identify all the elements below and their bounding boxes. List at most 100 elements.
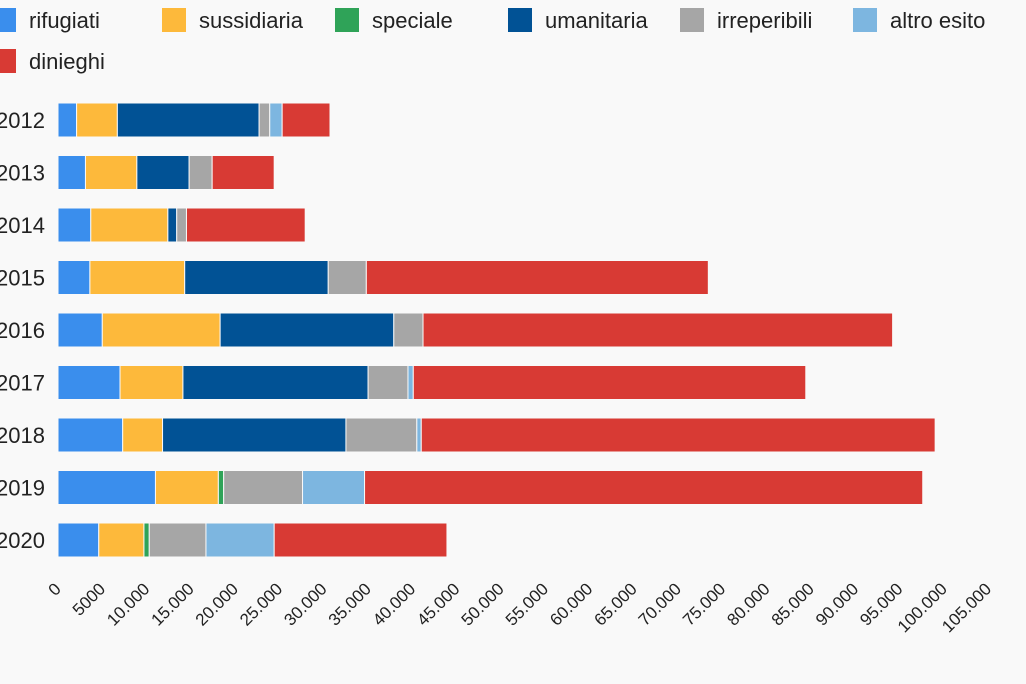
bar-segment[interactable]	[327, 260, 367, 295]
bar-segment[interactable]	[167, 207, 178, 243]
category-label: 2019	[0, 476, 45, 501]
bars	[57, 102, 936, 558]
bar-segment[interactable]	[148, 522, 207, 558]
bar-segment[interactable]	[116, 102, 260, 138]
bar-segment[interactable]	[57, 207, 92, 243]
bar-segment[interactable]	[185, 207, 306, 243]
legend-label: altro esito	[890, 8, 985, 33]
bar-segment[interactable]	[76, 102, 118, 138]
bar-segment[interactable]	[154, 470, 219, 505]
x-tick-label: 70.000	[635, 579, 685, 629]
x-tick-label: 30.000	[280, 579, 330, 629]
x-tick-label: 80.000	[723, 579, 773, 629]
x-tick-label: 25.000	[236, 579, 286, 629]
bar-segment[interactable]	[57, 102, 78, 138]
legend-item-4[interactable]: irreperibili	[680, 8, 812, 33]
bar-segment[interactable]	[122, 417, 164, 453]
x-tick-label: 15.000	[148, 579, 198, 629]
bar-row-2016	[57, 312, 894, 348]
category-label: 2015	[0, 266, 45, 291]
bar-segment[interactable]	[90, 207, 169, 243]
bar-segment[interactable]	[393, 312, 424, 348]
bar-row-2020	[57, 522, 448, 558]
bar-segment[interactable]	[57, 470, 156, 505]
legend-swatch	[0, 49, 16, 73]
bar-segment[interactable]	[57, 365, 121, 400]
bar-segment[interactable]	[211, 155, 275, 190]
bar-row-2013	[57, 155, 275, 190]
x-tick-label: 35.000	[325, 579, 375, 629]
bar-segment[interactable]	[407, 365, 414, 400]
bar-segment[interactable]	[345, 417, 418, 453]
bar-segment[interactable]	[412, 365, 807, 400]
legend-label: irreperibili	[717, 8, 812, 33]
bar-segment[interactable]	[420, 417, 936, 453]
legend-item-1[interactable]: sussidiaria	[162, 8, 304, 33]
x-axis-ticks: 0 500010.00015.00020.00025.00030.00035.00…	[45, 579, 995, 636]
bar-segment[interactable]	[57, 260, 91, 295]
legend-swatch	[0, 8, 16, 32]
bar-segment[interactable]	[119, 365, 184, 400]
legend-item-2[interactable]: speciale	[335, 8, 453, 33]
bar-row-2019	[57, 470, 924, 505]
bar-row-2012	[57, 102, 331, 138]
legend-item-6[interactable]: dinieghi	[0, 49, 105, 74]
bar-segment[interactable]	[367, 365, 409, 400]
x-tick-label: 0	[45, 579, 65, 599]
x-tick-label: 20.000	[192, 579, 242, 629]
legend-item-0[interactable]: rifugiati	[0, 8, 100, 33]
x-tick-label: 90.000	[812, 579, 862, 629]
legend-swatch	[508, 8, 532, 32]
bar-segment[interactable]	[57, 522, 100, 558]
bar-row-2018	[57, 417, 936, 453]
category-label: 2013	[0, 161, 45, 186]
category-label: 2020	[0, 528, 45, 553]
legend-swatch	[853, 8, 877, 32]
bar-segment[interactable]	[281, 102, 331, 138]
category-label: 2017	[0, 371, 45, 396]
bar-segment[interactable]	[89, 260, 186, 295]
category-label: 2012	[0, 108, 45, 133]
category-label: 2016	[0, 318, 45, 343]
bar-segment[interactable]	[217, 470, 225, 505]
legend-swatch	[335, 8, 359, 32]
bar-segment[interactable]	[365, 260, 709, 295]
legend-swatch	[680, 8, 704, 32]
legend-label: dinieghi	[29, 49, 105, 74]
bar-segment[interactable]	[162, 417, 347, 453]
bar-segment[interactable]	[57, 417, 124, 453]
legend-item-3[interactable]: umanitaria	[508, 8, 648, 33]
bar-segment[interactable]	[176, 207, 187, 243]
legend-label: umanitaria	[545, 8, 648, 33]
bar-segment[interactable]	[136, 155, 190, 190]
bar-row-2017	[57, 365, 807, 400]
bar-segment[interactable]	[219, 312, 395, 348]
bar-segment[interactable]	[182, 365, 369, 400]
bar-segment[interactable]	[422, 312, 894, 348]
bar-segment[interactable]	[188, 155, 213, 190]
bar-segment[interactable]	[223, 470, 304, 505]
legend-label: rifugiati	[29, 8, 100, 33]
bar-segment[interactable]	[84, 155, 138, 190]
bar-segment[interactable]	[269, 102, 283, 138]
bar-segment[interactable]	[205, 522, 275, 558]
bar-segment[interactable]	[364, 470, 924, 505]
x-tick-label: 85.000	[768, 579, 818, 629]
bar-segment[interactable]	[273, 522, 448, 558]
bar-segment[interactable]	[101, 312, 221, 348]
bar-segment[interactable]	[258, 102, 271, 138]
bar-segment[interactable]	[57, 312, 103, 348]
x-tick-label: 45.000	[413, 579, 463, 629]
bar-row-2014	[57, 207, 306, 243]
bar-segment[interactable]	[302, 470, 366, 505]
bar-segment[interactable]	[143, 522, 150, 558]
legend-label: sussidiaria	[199, 8, 304, 33]
legend-swatch	[162, 8, 186, 32]
x-tick-label: 65.000	[591, 579, 641, 629]
bar-segment[interactable]	[416, 417, 422, 453]
bar-segment[interactable]	[98, 522, 145, 558]
bar-segment[interactable]	[184, 260, 329, 295]
category-label: 2018	[0, 423, 45, 448]
bar-segment[interactable]	[57, 155, 86, 190]
legend-item-5[interactable]: altro esito	[853, 8, 985, 33]
